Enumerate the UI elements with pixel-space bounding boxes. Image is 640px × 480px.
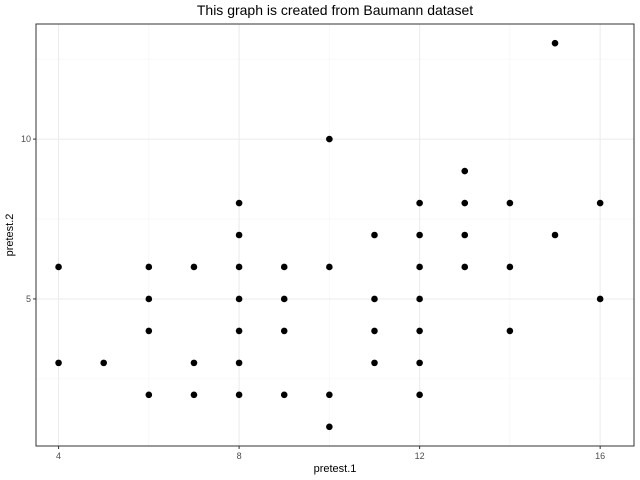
data-point xyxy=(416,327,423,335)
data-point xyxy=(55,263,62,271)
x-axis-title: pretest.1 xyxy=(314,463,357,475)
x-tick-label: 8 xyxy=(237,451,242,461)
data-point xyxy=(326,263,333,271)
data-point xyxy=(416,231,423,239)
major-gridlines xyxy=(36,24,634,446)
data-point xyxy=(416,263,423,271)
data-point xyxy=(55,359,62,367)
data-point xyxy=(461,231,469,239)
data-point xyxy=(235,327,243,335)
data-point xyxy=(280,263,288,271)
data-point xyxy=(371,231,378,239)
data-point xyxy=(371,327,378,335)
data-point xyxy=(326,423,333,431)
data-point xyxy=(506,199,514,207)
data-point xyxy=(145,391,153,399)
plot-panel xyxy=(35,23,635,447)
data-point xyxy=(596,295,604,303)
data-point xyxy=(461,263,469,271)
data-point xyxy=(506,263,514,271)
data-point xyxy=(145,327,153,335)
data-point xyxy=(280,327,288,335)
data-point xyxy=(235,359,243,367)
data-point xyxy=(145,295,153,303)
data-point xyxy=(596,199,604,207)
data-point xyxy=(190,263,198,271)
data-point xyxy=(551,231,559,239)
x-tick-label: 12 xyxy=(415,451,425,461)
data-point xyxy=(461,199,469,207)
data-point xyxy=(506,327,514,335)
data-point xyxy=(371,359,378,367)
data-point xyxy=(416,199,423,207)
data-point xyxy=(235,231,243,239)
data-point xyxy=(416,391,423,399)
x-tick-label: 4 xyxy=(56,451,61,461)
data-point xyxy=(190,359,198,367)
data-point xyxy=(280,391,288,399)
data-point xyxy=(326,391,333,399)
minor-gridlines xyxy=(36,24,634,446)
data-point xyxy=(190,391,198,399)
data-point xyxy=(371,295,378,303)
data-point xyxy=(326,135,333,143)
data-point xyxy=(280,295,288,303)
y-axis-title: pretest.2 xyxy=(4,214,16,257)
data-point xyxy=(235,263,243,271)
data-point xyxy=(235,199,243,207)
data-point xyxy=(235,391,243,399)
data-point xyxy=(551,39,559,47)
data-point xyxy=(235,295,243,303)
data-point xyxy=(100,359,107,367)
data-point xyxy=(416,359,423,367)
data-point xyxy=(416,295,423,303)
x-axis: 4 8 12 16 xyxy=(56,446,605,461)
data-points xyxy=(55,39,604,431)
chart-title: This graph is created from Baumann datas… xyxy=(197,2,473,18)
x-tick-label: 16 xyxy=(595,451,605,461)
y-tick-label: 5 xyxy=(26,294,31,304)
y-axis: 5 10 xyxy=(21,134,36,304)
y-tick-label: 10 xyxy=(21,134,31,144)
data-point xyxy=(145,263,153,271)
data-point xyxy=(461,167,469,175)
